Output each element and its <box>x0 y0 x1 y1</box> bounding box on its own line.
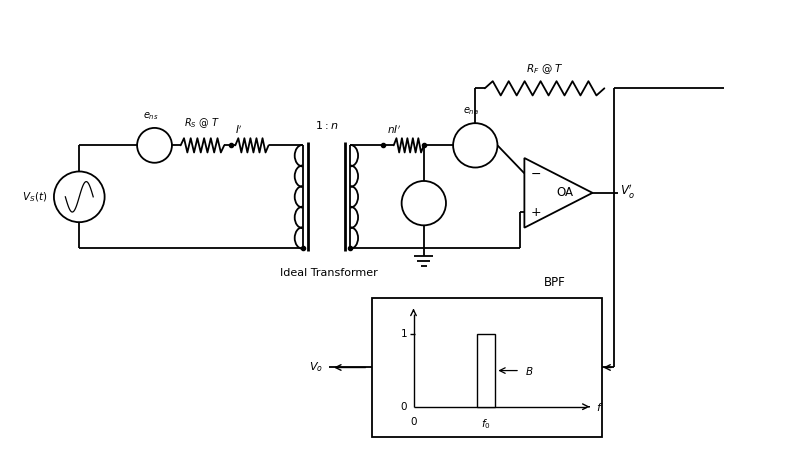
Text: $f_0$: $f_0$ <box>481 417 491 431</box>
Text: $B$: $B$ <box>524 365 533 377</box>
Text: $1 : n$: $1 : n$ <box>314 119 338 131</box>
Text: OA: OA <box>556 186 574 199</box>
Text: $V_S(t)$: $V_S(t)$ <box>23 190 48 204</box>
Text: $+$: $+$ <box>530 206 541 219</box>
Text: 1: 1 <box>401 329 407 340</box>
Text: $R_S\ @\ T$: $R_S\ @\ T$ <box>184 117 221 130</box>
Bar <box>372 298 602 437</box>
Bar <box>478 335 494 407</box>
Circle shape <box>54 171 104 222</box>
Text: Ideal Transformer: Ideal Transformer <box>280 268 377 278</box>
Text: $f$: $f$ <box>595 401 603 413</box>
Text: BPF: BPF <box>544 276 566 289</box>
Text: $V_o$: $V_o$ <box>309 361 323 374</box>
Text: $-$: $-$ <box>530 167 541 180</box>
Circle shape <box>402 181 446 225</box>
Circle shape <box>453 123 498 168</box>
Text: $e_{na}$: $e_{na}$ <box>462 105 478 117</box>
Text: 0: 0 <box>410 417 417 427</box>
Text: $i_{na}$: $i_{na}$ <box>433 196 446 210</box>
Text: 0: 0 <box>401 402 407 412</box>
Text: $nI'$: $nI'$ <box>386 123 401 136</box>
Text: $e_{ns}$: $e_{ns}$ <box>143 110 158 122</box>
Circle shape <box>137 128 172 163</box>
Text: $I'$: $I'$ <box>234 123 242 136</box>
Text: $V_o'$: $V_o'$ <box>621 182 635 200</box>
Text: $R_F\ @\ T$: $R_F\ @\ T$ <box>526 62 563 76</box>
